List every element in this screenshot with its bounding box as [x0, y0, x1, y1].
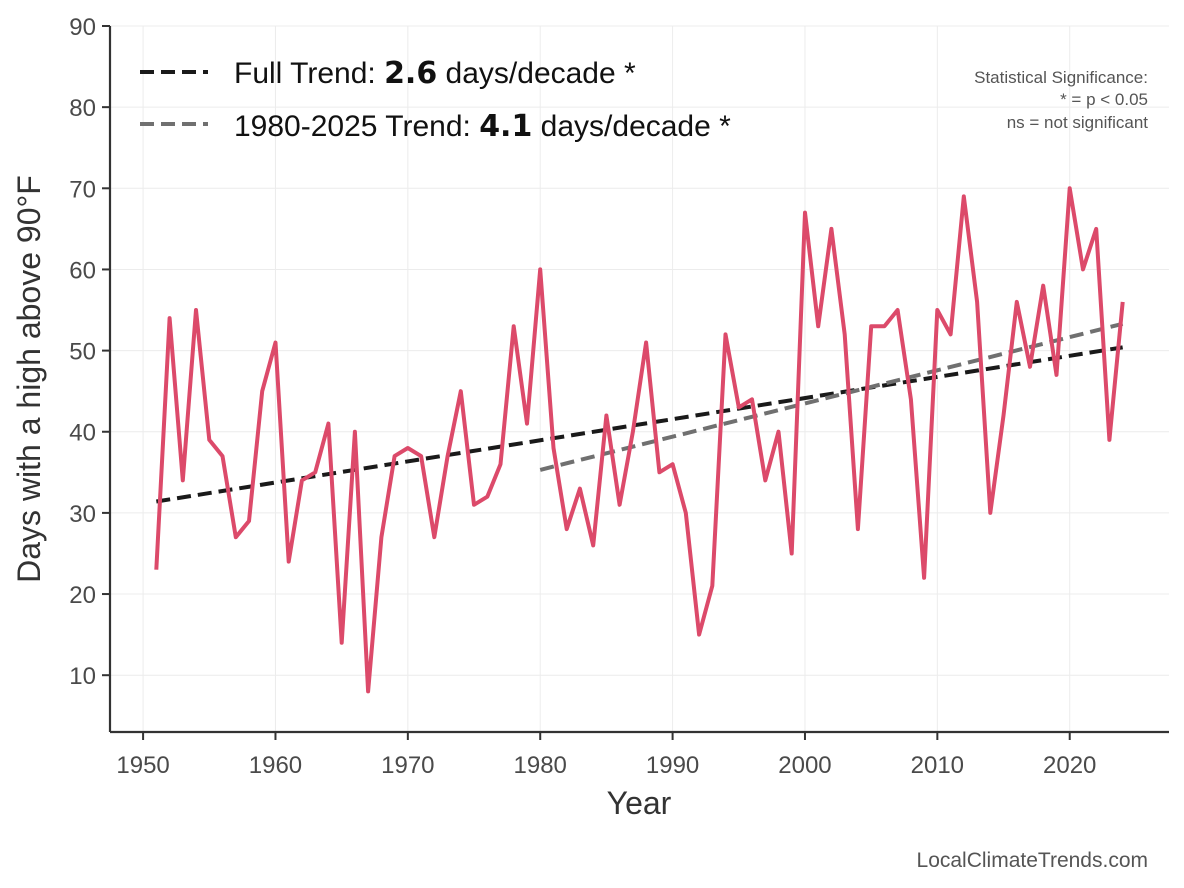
legend-prefix-1980-trend: 1980-2025 Trend:	[234, 110, 479, 143]
legend-label-1980-trend: 1980-2025 Trend: 4.1 days/decade *	[234, 109, 731, 144]
significance-line-2: ns = not significant	[1007, 113, 1149, 132]
y-tick-label: 10	[69, 663, 96, 690]
significance-note: Statistical Significance: * = p < 0.05 n…	[974, 68, 1148, 132]
y-tick-label: 70	[69, 176, 96, 203]
y-tick-label: 90	[69, 14, 96, 41]
significance-line-1: * = p < 0.05	[1060, 90, 1148, 109]
trend-lines	[156, 321, 1124, 504]
x-tick-label: 1980	[514, 752, 567, 779]
legend-label-full-trend: Full Trend: 2.6 days/decade *	[234, 56, 636, 91]
legend-rate-1980-trend: 4.1	[479, 109, 532, 144]
y-tick-label: 20	[69, 582, 96, 609]
legend: Full Trend: 2.6 days/decade * 1980-2025 …	[140, 56, 731, 144]
significance-title: Statistical Significance:	[974, 68, 1148, 87]
legend-suffix-1980-trend: days/decade *	[532, 110, 731, 143]
series-line-days-above-90	[154, 186, 1125, 694]
axes	[108, 26, 1169, 734]
legend-rate-full-trend: 2.6	[384, 56, 437, 91]
credit-text: LocalClimateTrends.com	[917, 849, 1148, 872]
x-tick-label: 1990	[646, 752, 699, 779]
y-axis-title: Days with a high above 90°F	[11, 175, 47, 583]
trend-line-1980-2025	[539, 321, 1124, 472]
x-tick-label: 1960	[249, 752, 302, 779]
x-tick-label: 2010	[911, 752, 964, 779]
x-tick-label: 2020	[1043, 752, 1096, 779]
x-tick-label: 1950	[116, 752, 169, 779]
legend-prefix-full-trend: Full Trend:	[234, 57, 384, 90]
y-tick-label: 60	[69, 257, 96, 284]
series	[154, 186, 1125, 694]
x-tick-label: 1970	[381, 752, 434, 779]
x-tick-label: 2000	[778, 752, 831, 779]
trend-line-full	[156, 345, 1123, 504]
x-axis-title: Year	[607, 785, 672, 821]
x-ticks: 1950 1960 1970 1980 1990 2000 2010 2020	[116, 732, 1096, 779]
y-tick-label: 30	[69, 501, 96, 528]
y-tick-label: 50	[69, 339, 96, 366]
y-tick-label: 80	[69, 95, 96, 122]
y-ticks: 10 20 30 40 50 60 70 80 90	[69, 14, 110, 690]
legend-suffix-full-trend: days/decade *	[437, 57, 636, 90]
y-tick-label: 40	[69, 420, 96, 447]
